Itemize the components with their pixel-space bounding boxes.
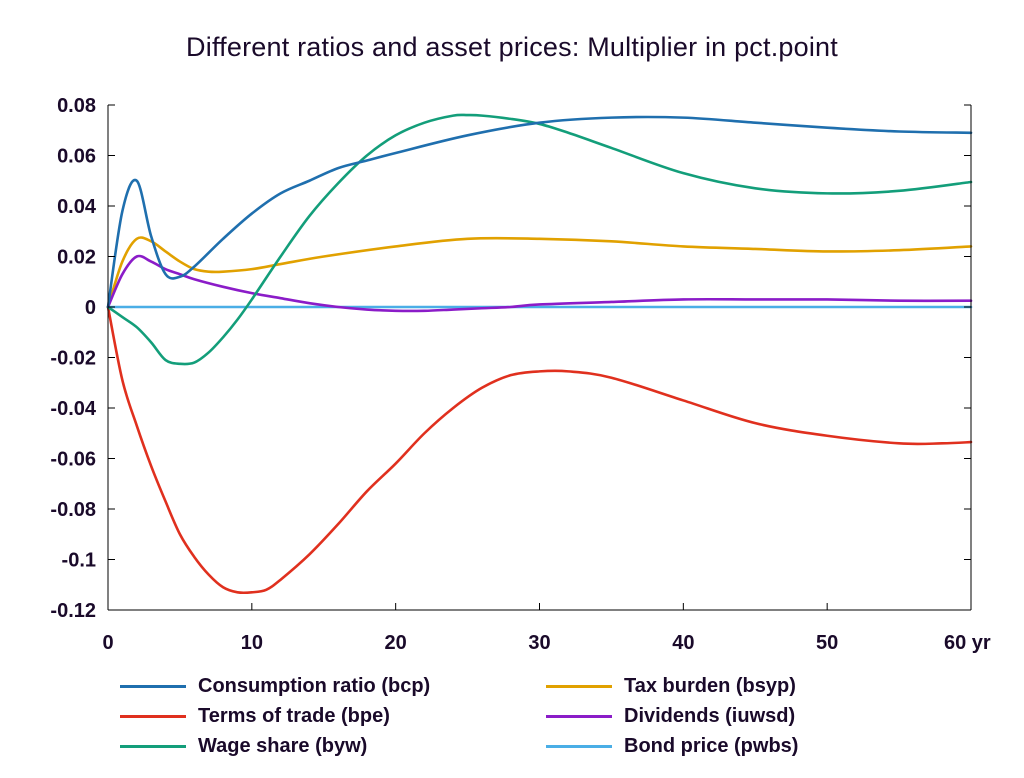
series-line-dividends xyxy=(106,254,973,313)
series-layer xyxy=(106,113,973,595)
y-tick-label: 0.06 xyxy=(57,146,96,168)
x-tick-label: 50 xyxy=(816,632,838,654)
x-tick-label: 0 xyxy=(102,632,113,654)
axes-layer xyxy=(107,104,972,611)
x-tick-label: 10 xyxy=(241,632,263,654)
y-tick-label: -0.1 xyxy=(62,550,96,572)
x-tick-label: 60 yr xyxy=(944,632,991,654)
y-tick-label: 0.04 xyxy=(57,196,97,218)
y-tick-label: -0.08 xyxy=(50,499,96,521)
series-line-wage-share xyxy=(106,113,973,366)
x-tick-label: 20 xyxy=(385,632,407,654)
y-tick-label: -0.02 xyxy=(50,348,96,370)
tick-labels-layer: 0.08 0.06 0.04 0.02 0 -0.02 -0.04 -0.06 -0.08 -0.… xyxy=(50,95,991,654)
y-tick-label: 0 xyxy=(85,297,96,319)
x-tick-label: 40 xyxy=(672,632,694,654)
y-tick-label: -0.12 xyxy=(50,600,96,622)
y-tick-label: -0.04 xyxy=(50,398,96,420)
y-tick-label: -0.06 xyxy=(50,449,96,471)
series-line-terms-of-trade xyxy=(106,305,973,595)
x-tick-label: 30 xyxy=(528,632,550,654)
chart-title: Different ratios and asset prices: Multi… xyxy=(186,32,838,62)
series-line-consumption-ratio xyxy=(106,115,973,309)
series-line-tax-burden xyxy=(106,236,973,309)
y-tick-label: 0.02 xyxy=(57,247,96,269)
y-tick-label: 0.08 xyxy=(57,95,96,117)
